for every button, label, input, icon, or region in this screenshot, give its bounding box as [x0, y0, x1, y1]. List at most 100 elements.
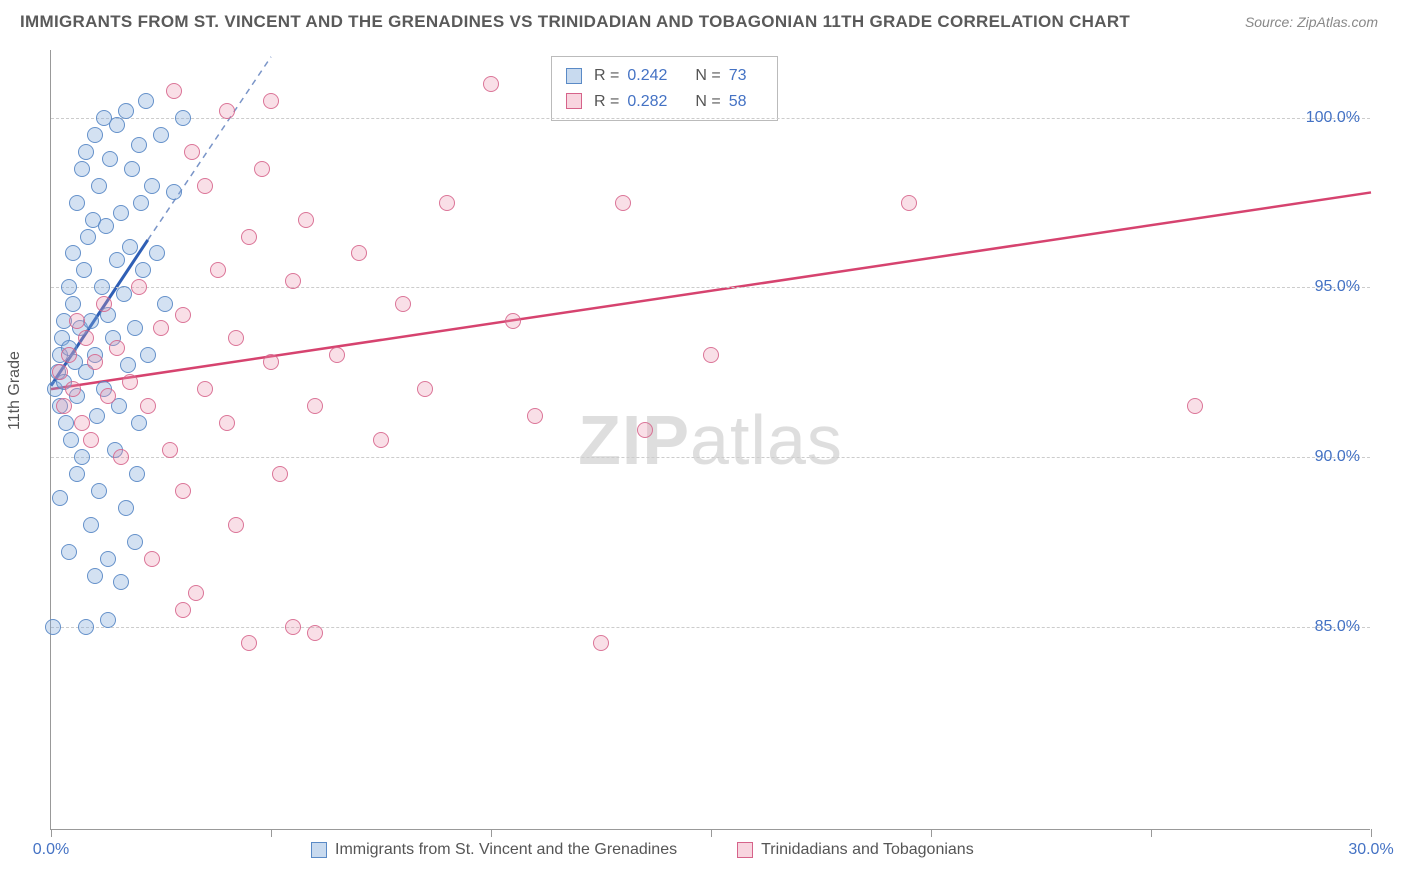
scatter-point: [703, 347, 719, 363]
scatter-point: [87, 568, 103, 584]
scatter-point: [74, 415, 90, 431]
scatter-point: [241, 229, 257, 245]
scatter-point: [61, 544, 77, 560]
xtick: [271, 829, 272, 837]
gridline-h: [51, 457, 1370, 458]
scatter-point: [483, 76, 499, 92]
scatter-point: [102, 151, 118, 167]
xtick: [1371, 829, 1372, 837]
scatter-point: [166, 184, 182, 200]
scatter-point: [118, 103, 134, 119]
scatter-point: [63, 432, 79, 448]
scatter-point: [116, 286, 132, 302]
gridline-h: [51, 287, 1370, 288]
xtick: [931, 829, 932, 837]
scatter-point: [593, 635, 609, 651]
scatter-point: [69, 466, 85, 482]
scatter-point: [78, 144, 94, 160]
scatter-point: [241, 635, 257, 651]
scatter-point: [298, 212, 314, 228]
y-axis-label: 11th Grade: [6, 351, 24, 430]
scatter-point: [109, 340, 125, 356]
scatter-point: [45, 619, 61, 635]
scatter-point: [138, 93, 154, 109]
bottom-legend-pink: Trinidadians and Tobagonians: [737, 841, 974, 859]
scatter-point: [373, 432, 389, 448]
xtick-label: 30.0%: [1348, 841, 1393, 859]
scatter-point: [74, 449, 90, 465]
swatch-blue-icon: [311, 842, 327, 858]
scatter-point: [140, 398, 156, 414]
scatter-point: [307, 625, 323, 641]
scatter-point: [228, 330, 244, 346]
ytick-label: 90.0%: [1315, 448, 1360, 466]
scatter-point: [166, 83, 182, 99]
scatter-point: [144, 178, 160, 194]
scatter-point: [91, 178, 107, 194]
scatter-point: [307, 398, 323, 414]
chart-title: IMMIGRANTS FROM ST. VINCENT AND THE GREN…: [20, 12, 1130, 32]
scatter-point: [329, 347, 345, 363]
scatter-point: [109, 117, 125, 133]
scatter-point: [133, 195, 149, 211]
scatter-point: [637, 422, 653, 438]
scatter-point: [61, 347, 77, 363]
scatter-point: [254, 161, 270, 177]
scatter-point: [52, 490, 68, 506]
scatter-point: [76, 262, 92, 278]
scatter-point: [188, 585, 204, 601]
scatter-point: [80, 229, 96, 245]
scatter-point: [65, 245, 81, 261]
scatter-point: [74, 161, 90, 177]
scatter-point: [122, 239, 138, 255]
source-label: Source: ZipAtlas.com: [1245, 14, 1378, 30]
scatter-point: [65, 296, 81, 312]
trend-line: [148, 57, 271, 240]
scatter-point: [100, 388, 116, 404]
scatter-point: [439, 195, 455, 211]
scatter-point: [153, 127, 169, 143]
scatter-point: [98, 218, 114, 234]
scatter-point: [144, 551, 160, 567]
scatter-point: [78, 330, 94, 346]
scatter-point: [113, 449, 129, 465]
scatter-point: [87, 127, 103, 143]
scatter-point: [87, 354, 103, 370]
scatter-point: [96, 296, 112, 312]
scatter-point: [197, 178, 213, 194]
scatter-point: [83, 432, 99, 448]
scatter-point: [69, 195, 85, 211]
gridline-h: [51, 627, 1370, 628]
scatter-point: [219, 103, 235, 119]
plot-area: ZIPatlas R = 0.242 N = 73 R = 0.282 N = …: [50, 50, 1370, 830]
scatter-point: [100, 551, 116, 567]
scatter-point: [61, 279, 77, 295]
xtick-label: 0.0%: [33, 841, 69, 859]
scatter-point: [124, 161, 140, 177]
ytick-label: 95.0%: [1315, 278, 1360, 296]
bottom-legend-blue-label: Immigrants from St. Vincent and the Gren…: [335, 841, 677, 859]
scatter-point: [263, 93, 279, 109]
scatter-point: [135, 262, 151, 278]
scatter-point: [197, 381, 213, 397]
xtick: [51, 829, 52, 837]
scatter-point: [69, 313, 85, 329]
scatter-point: [351, 245, 367, 261]
scatter-point: [395, 296, 411, 312]
scatter-point: [149, 245, 165, 261]
xtick: [711, 829, 712, 837]
scatter-point: [78, 619, 94, 635]
bottom-legend-blue: Immigrants from St. Vincent and the Gren…: [311, 841, 677, 859]
bottom-legend: Immigrants from St. Vincent and the Gren…: [311, 841, 974, 859]
scatter-point: [91, 483, 107, 499]
scatter-point: [285, 273, 301, 289]
scatter-point: [175, 483, 191, 499]
scatter-point: [127, 534, 143, 550]
scatter-point: [527, 408, 543, 424]
scatter-point: [505, 313, 521, 329]
scatter-point: [131, 279, 147, 295]
scatter-point: [131, 415, 147, 431]
scatter-point: [120, 357, 136, 373]
ytick-label: 85.0%: [1315, 618, 1360, 636]
scatter-point: [175, 307, 191, 323]
